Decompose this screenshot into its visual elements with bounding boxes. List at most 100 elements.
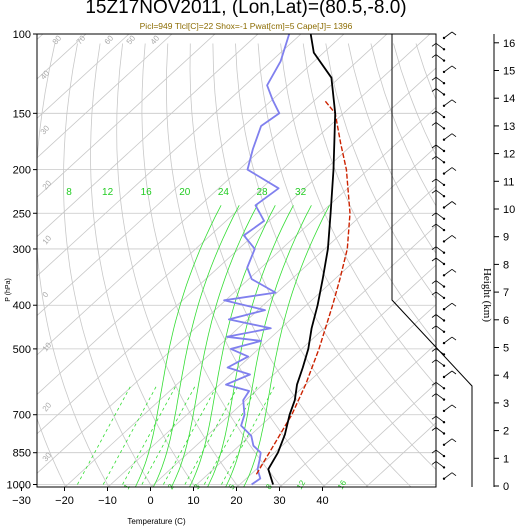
wind-barb-flag [431,76,437,81]
dry-adiabat [370,43,436,207]
wind-barb-station [442,454,446,458]
skew-axis-label: 40 [149,33,162,46]
wind-barb-flag [431,381,437,386]
wind-barb-icon [435,449,445,457]
dry-adiabat [90,43,196,487]
wind-barb-icon [435,110,445,118]
wind-barb-icon [435,348,445,355]
wind-barb-station [442,48,446,51]
mixing-ratio-label: 12 [295,478,308,491]
wind-barb-icon [443,235,453,242]
chart-subtitle: Picl=949 Tlcl[C]=22 Shox=-1 Pwat[cm]=5 C… [139,21,353,31]
wind-barb-station [442,398,446,401]
height-axis-label: Height (km) [481,268,493,322]
height-tick-label: 6 [503,315,509,327]
wind-barb-flag [431,212,437,217]
wind-barb-icon [435,76,445,84]
isotherm-line [37,106,436,474]
wind-barb-station [442,183,446,187]
temperature-tick-label: −30 [12,495,31,507]
isotherm-line [37,34,431,395]
wind-barb-icon [435,415,445,423]
skew-axis-label: 60 [103,33,116,46]
theta-e-label: 20 [179,187,191,198]
wind-barb-flag [451,65,457,70]
dewpoint-profile-line [223,34,291,486]
wind-barb-icon [435,88,445,95]
pressure-tick-label: 500 [13,344,31,356]
wind-barb-icon [435,54,445,61]
wind-barb-icon [435,178,445,186]
skew-axis-label: 0 [41,290,51,300]
skew-axis-label: 20 [41,178,54,191]
wind-barb-station [442,409,446,413]
pressure-tick-label: 700 [13,410,31,422]
dry-adiabat [235,43,436,471]
mixing-ratio-line [221,384,276,485]
isotherm-line [64,146,436,487]
dry-adiabat [347,43,436,254]
plot-area [37,34,436,487]
height-tick-label: 16 [503,38,515,50]
wind-barb-station [442,443,446,446]
dry-adiabat [37,43,110,487]
wind-barb-flag [431,280,437,284]
wind-barb-icon [435,461,445,468]
wind-barb-flag [451,133,457,138]
wind-barb-station [442,375,446,379]
wind-barb-flag [431,88,437,92]
height-tick-label: 9 [503,232,509,244]
skew-axis-label: 30 [41,450,54,463]
y-axis-label: P (hPa) [5,278,12,302]
wind-barb-station [442,115,446,119]
mixing-ratio-line [203,384,259,485]
wind-barb-station [442,285,446,288]
wind-barb-station [442,262,446,266]
temperature-tick-label: 30 [273,495,285,507]
height-tick-label: 15 [503,66,515,78]
wind-barb-flag [431,427,437,431]
parcel-profile-line [255,99,351,475]
theta-e-line [170,205,258,487]
height-tick-label: 11 [503,176,514,188]
pressure-tick-label: 850 [13,448,31,460]
wind-barb-flag [431,178,437,183]
height-tick-label: 12 [503,149,515,161]
theta-e-label: 24 [218,187,230,198]
wind-barb-flag [431,189,437,194]
wind-barb-station [442,172,446,175]
wind-barb-flag [431,325,437,330]
wind-barb-station [442,59,446,62]
height-tick-label: 13 [503,121,515,133]
dry-adiabat [63,43,153,487]
wind-barb-icon [443,268,453,276]
temperature-profile-line [267,34,337,485]
wind-barb-icon [435,359,445,367]
chart-title: 15Z17NOV2011, (Lon,Lat)=(80.5,-8.0) [85,0,407,18]
wind-barb-icon [443,404,453,412]
pressure-tick-label: 150 [13,108,31,120]
wind-barb-icon [435,246,445,254]
wind-barb-flag [431,42,437,47]
wind-barb-station [442,477,446,480]
wind-barb-flag [431,110,437,115]
dry-adiabat [116,43,239,487]
dry-adiabat [141,43,283,487]
height-tick-label: 4 [503,370,509,382]
wind-barb-station [442,228,446,232]
temperature-tick-label: 0 [147,495,153,507]
wind-barb-icon [443,99,453,107]
wind-barb-flag [431,348,437,352]
wind-barb-station [442,206,446,209]
wind-barb-station [442,70,446,74]
wind-barb-icon [443,302,453,310]
skew-axis-label: 40 [39,68,52,81]
wind-barb-flag [451,268,457,273]
wind-barb-icon [435,189,445,197]
isotherm-line [107,185,436,487]
wind-barb-station [442,432,446,435]
wind-barb-flag [431,461,437,465]
wind-barb-flag [431,393,437,397]
wind-barb-flag [431,246,437,251]
